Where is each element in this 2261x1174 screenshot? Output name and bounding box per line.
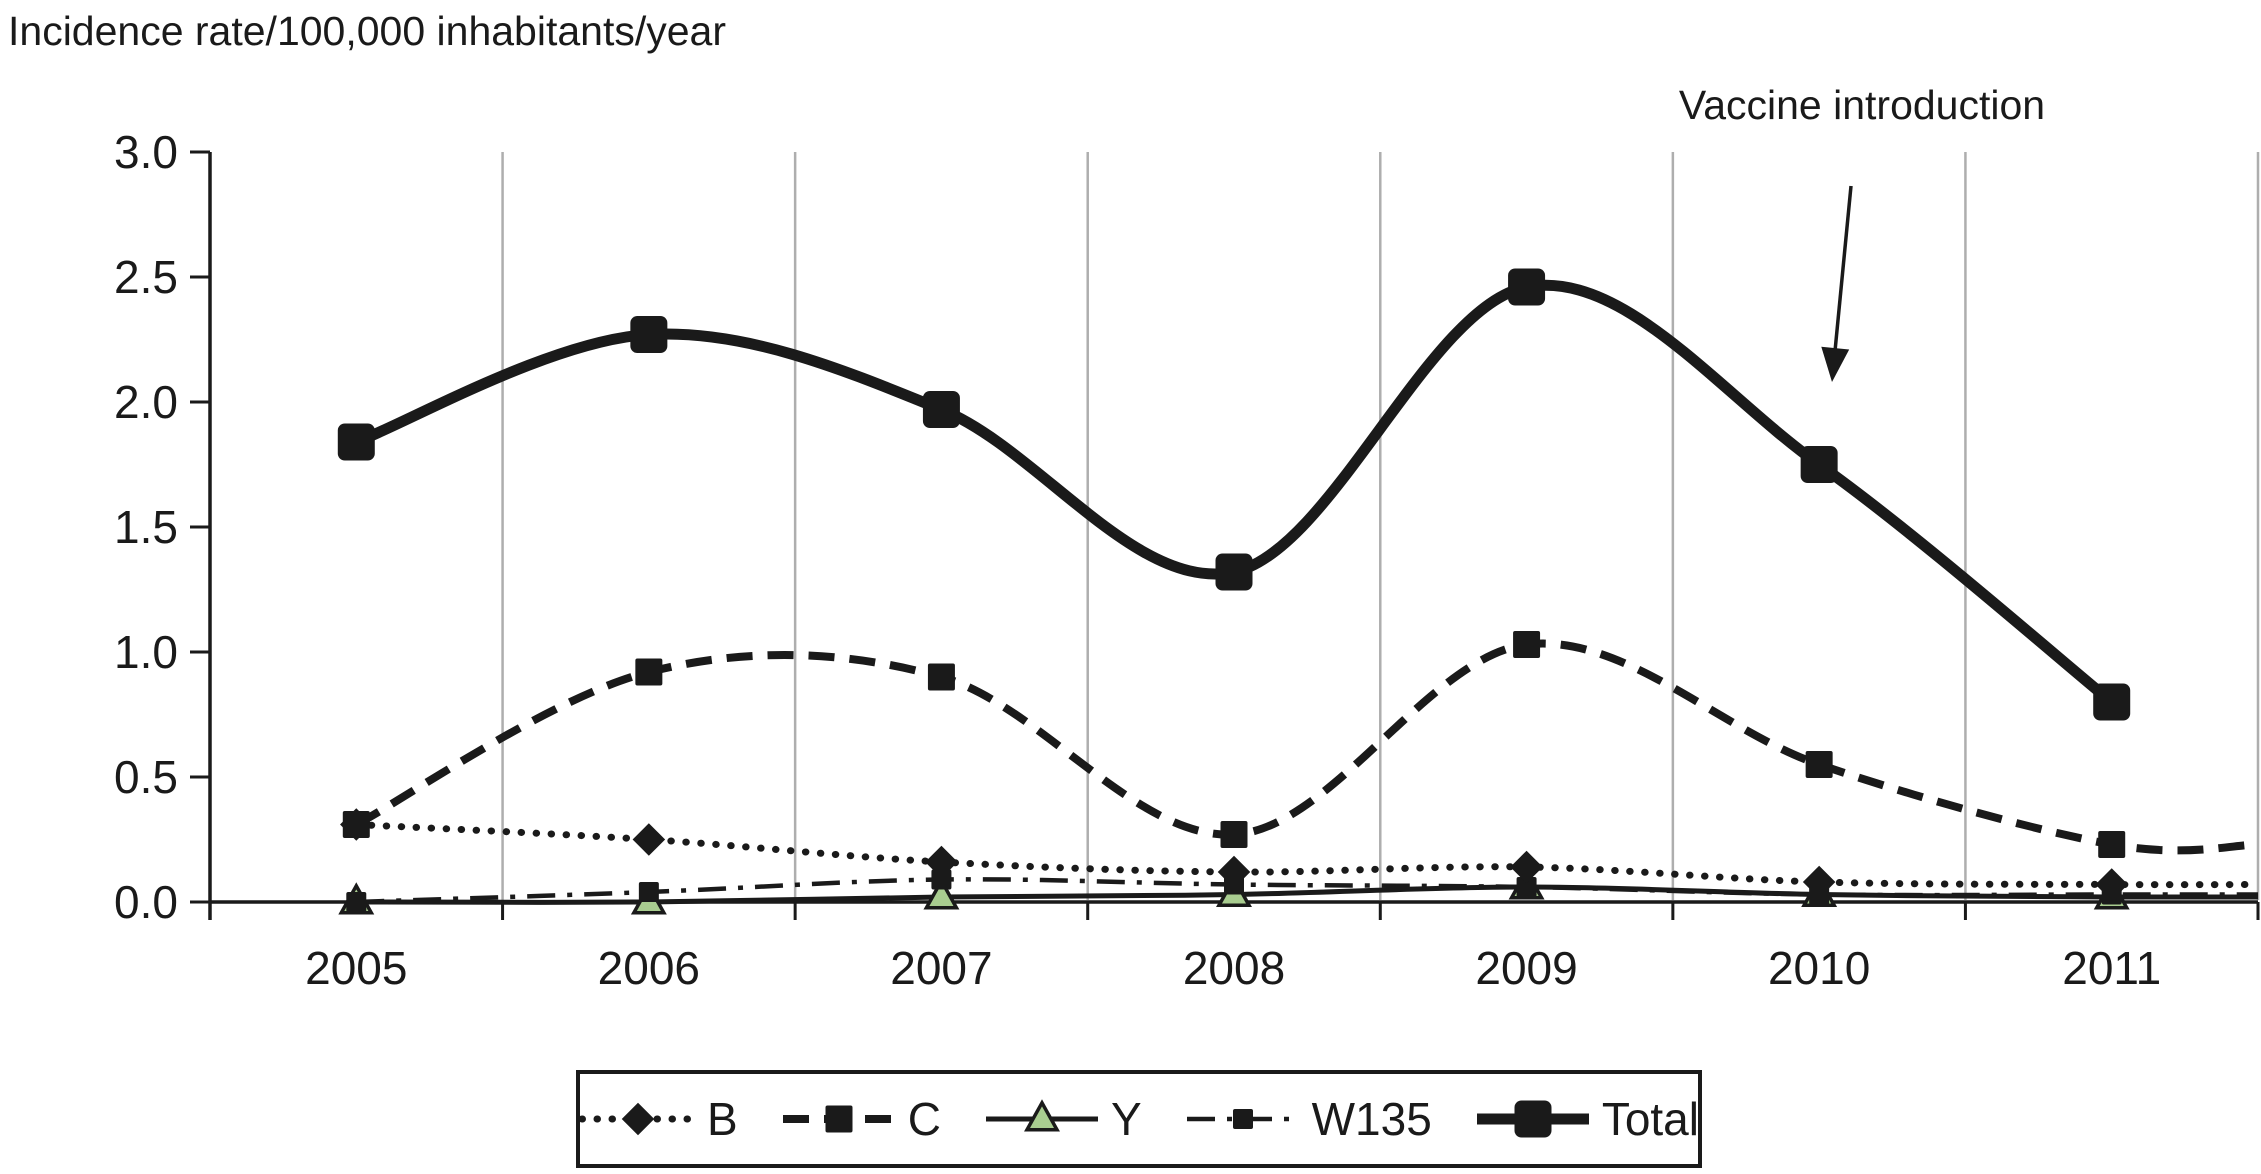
- series-Total-marker: [922, 391, 960, 428]
- series-C-marker: [2098, 831, 2126, 858]
- legend-total-swatch-icon: [1476, 1100, 1589, 1138]
- series-legend-total-marker: [1514, 1100, 1552, 1138]
- series-Total-marker: [1508, 268, 1546, 306]
- series-C-marker: [342, 811, 370, 838]
- legend-item-b: B: [579, 1092, 738, 1146]
- series-Total: [337, 268, 2131, 721]
- series-Total-marker: [1215, 553, 1253, 591]
- legend-label-b: B: [707, 1093, 738, 1145]
- series-C-line: [354, 639, 2259, 855]
- legend-item-y: Y: [983, 1092, 1142, 1146]
- series-C-marker: [1805, 751, 1833, 778]
- series-Total-marker: [630, 316, 668, 353]
- series-legend-c-marker: [825, 1105, 853, 1133]
- annotation-label: Vaccine introduction: [1678, 82, 2046, 128]
- series-B-line: [352, 821, 2261, 889]
- series-B-marker: [632, 823, 666, 856]
- series-legend-y-marker: [1023, 1099, 1060, 1132]
- legend-item-total: Total: [1474, 1092, 1699, 1146]
- legend-box: B C Y W135 Total: [576, 1070, 1702, 1168]
- series-C-marker: [1513, 631, 1541, 658]
- legend-label-w135: W135: [1311, 1093, 1432, 1145]
- series-C-marker: [927, 663, 955, 691]
- legend-w135-swatch-icon: [1186, 1109, 1299, 1129]
- series-B-marker: [1510, 850, 1543, 884]
- series-legend-b-marker: [621, 1102, 655, 1136]
- legend-c-swatch-icon: [782, 1105, 895, 1133]
- series-B-marker: [1217, 855, 1251, 889]
- series-W135-marker: [1516, 877, 1537, 897]
- series-C-marker: [1220, 821, 1248, 848]
- series-Total-marker: [1800, 446, 1838, 483]
- series-W135-marker: [638, 882, 659, 902]
- x-tick-label: 2005: [305, 942, 407, 994]
- annotation-arrow-line: [1833, 185, 1853, 353]
- series-Total-marker: [2093, 683, 2131, 721]
- series-B-marker: [925, 845, 958, 879]
- x-tick-label: 2008: [1183, 942, 1285, 994]
- chart-title: Incidence rate/100,000 inhabitants/year: [8, 8, 727, 54]
- series-Total-line: [354, 279, 2116, 707]
- legend-label-y: Y: [1110, 1093, 1142, 1145]
- x-tick-label: 2010: [1768, 942, 1870, 994]
- series-W135-marker: [931, 869, 952, 890]
- x-tick-label: 2009: [1475, 942, 1577, 994]
- y-tick-label: 0.0: [114, 876, 178, 928]
- series-B: [340, 808, 2261, 901]
- legend-label-c: C: [907, 1093, 941, 1145]
- series-Y-marker: [923, 877, 960, 910]
- y-tick-label: 3.0: [114, 126, 178, 178]
- y-tick-label: 2.5: [114, 251, 178, 303]
- legend-label-total: Total: [1601, 1093, 1699, 1145]
- series-Total-marker: [337, 423, 375, 461]
- series-W135-marker: [346, 892, 367, 912]
- legend-item-w135: W135: [1184, 1092, 1432, 1146]
- x-tick-label: 2007: [890, 942, 992, 994]
- legend-b-swatch-icon: [579, 1102, 698, 1136]
- y-tick-label: 2.0: [114, 376, 178, 428]
- y-tick-label: 0.5: [114, 751, 178, 803]
- series-C: [342, 631, 2259, 858]
- x-tick-label: 2006: [598, 942, 700, 994]
- y-tick-label: 1.0: [114, 626, 178, 678]
- x-tick-label: 2011: [2062, 942, 2161, 994]
- legend-y-swatch-icon: [985, 1099, 1098, 1132]
- legend-item-c: C: [780, 1092, 941, 1146]
- y-tick-label: 1.5: [114, 501, 178, 553]
- series-B-marker: [1802, 865, 1836, 899]
- series-W135-line: [356, 877, 2258, 905]
- series-C-marker: [635, 658, 663, 686]
- series-legend-w135-marker: [1232, 1109, 1253, 1129]
- annotation-arrow-head-icon: [1821, 346, 1850, 382]
